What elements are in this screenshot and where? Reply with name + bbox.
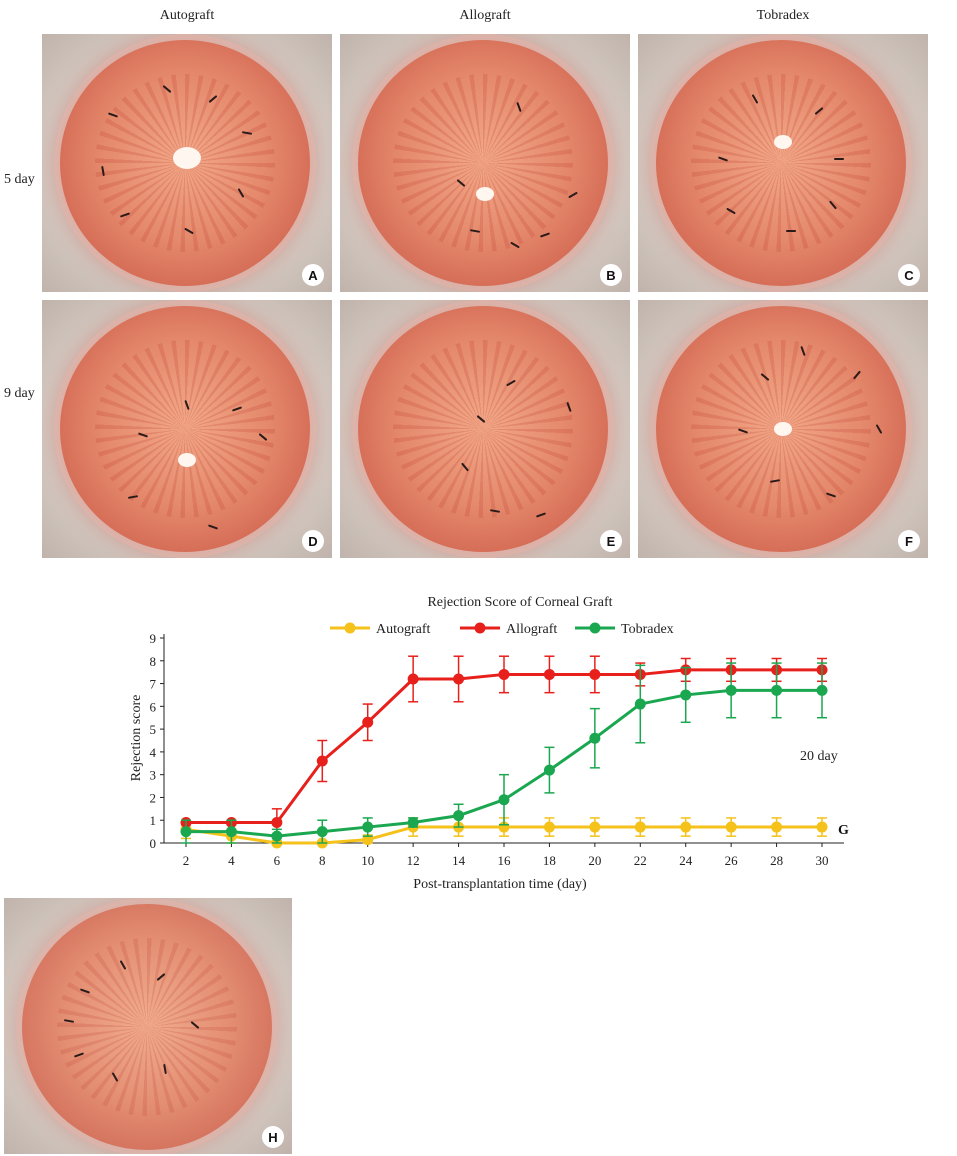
y-tick-label: 2 bbox=[150, 790, 157, 805]
row-label-5-day: 5 day bbox=[4, 172, 35, 187]
y-tick-label: 4 bbox=[150, 745, 157, 760]
data-point-autograft bbox=[771, 821, 783, 833]
y-axis-label: Rejection score bbox=[129, 695, 144, 782]
x-tick-label: 22 bbox=[634, 853, 647, 868]
x-tick-label: 24 bbox=[679, 853, 693, 868]
panel-letter-f: F bbox=[898, 530, 920, 552]
data-point-autograft bbox=[589, 821, 601, 833]
y-tick-label: 0 bbox=[150, 836, 157, 851]
cornea-image bbox=[22, 904, 272, 1150]
data-point-autograft bbox=[680, 821, 692, 833]
data-point-tobradex bbox=[225, 826, 237, 838]
rejection-score-chart: Rejection Score of Corneal Graft Autogra… bbox=[100, 588, 900, 898]
annotation-20-day: 20 day bbox=[800, 749, 838, 764]
x-tick-label: 12 bbox=[407, 853, 420, 868]
y-tick-label: 1 bbox=[150, 813, 157, 828]
data-point-allograft bbox=[589, 668, 601, 680]
data-point-tobradex bbox=[362, 821, 374, 833]
photo-panel-c: C bbox=[638, 34, 928, 292]
photo-panel-e: E bbox=[340, 300, 630, 558]
data-point-tobradex bbox=[271, 830, 283, 842]
legend-marker-allograft bbox=[474, 622, 486, 634]
x-tick-label: 20 bbox=[588, 853, 601, 868]
legend-label-tobradex: Tobradex bbox=[621, 622, 674, 637]
data-point-tobradex bbox=[453, 810, 465, 822]
panel-letter-e: E bbox=[600, 530, 622, 552]
y-tick-label: 5 bbox=[150, 722, 157, 737]
data-point-allograft bbox=[498, 668, 510, 680]
legend-marker-autograft bbox=[344, 622, 356, 634]
panel-letter-d: D bbox=[302, 530, 324, 552]
x-tick-label: 26 bbox=[725, 853, 739, 868]
cornea-image bbox=[656, 306, 906, 552]
x-tick-label: 10 bbox=[361, 853, 374, 868]
legend-label-autograft: Autograft bbox=[376, 622, 431, 637]
photo-panel-d: D bbox=[42, 300, 332, 558]
x-tick-label: 4 bbox=[228, 853, 235, 868]
panel-letter-a: A bbox=[302, 264, 324, 286]
y-tick-label: 6 bbox=[150, 699, 157, 714]
column-header-tobradex: Tobradex bbox=[756, 8, 810, 23]
cornea-image bbox=[358, 40, 608, 286]
x-tick-label: 6 bbox=[274, 853, 281, 868]
data-point-autograft bbox=[543, 821, 555, 833]
y-tick-label: 8 bbox=[150, 654, 157, 669]
data-point-tobradex bbox=[407, 817, 419, 828]
photo-panel-h: H bbox=[4, 898, 292, 1154]
y-tick-label: 3 bbox=[150, 768, 157, 783]
data-point-tobradex bbox=[725, 684, 737, 696]
data-point-allograft bbox=[271, 817, 283, 828]
panel-letter-b: B bbox=[600, 264, 622, 286]
legend-label-allograft: Allograft bbox=[506, 622, 557, 637]
y-tick-label: 7 bbox=[150, 677, 157, 692]
photo-panel-a: A bbox=[42, 34, 332, 292]
y-tick-label: 9 bbox=[150, 631, 157, 646]
cornea-image bbox=[60, 306, 310, 552]
data-point-allograft bbox=[407, 673, 419, 685]
data-point-autograft bbox=[725, 821, 737, 833]
data-point-tobradex bbox=[816, 684, 828, 696]
data-point-tobradex bbox=[771, 684, 783, 696]
x-tick-label: 14 bbox=[452, 853, 466, 868]
data-point-tobradex bbox=[589, 732, 601, 744]
x-tick-label: 8 bbox=[319, 853, 326, 868]
data-point-allograft bbox=[362, 716, 374, 728]
data-point-tobradex bbox=[634, 698, 646, 710]
data-point-autograft bbox=[816, 821, 828, 833]
photo-panel-f: F bbox=[638, 300, 928, 558]
panel-letter-g: G bbox=[838, 823, 849, 838]
data-point-autograft bbox=[634, 821, 646, 833]
x-tick-label: 16 bbox=[498, 853, 512, 868]
cornea-image bbox=[656, 40, 906, 286]
photo-panel-b: B bbox=[340, 34, 630, 292]
x-tick-label: 2 bbox=[183, 853, 190, 868]
data-point-allograft bbox=[453, 673, 465, 685]
data-point-tobradex bbox=[316, 826, 328, 838]
x-axis-label: Post-transplantation time (day) bbox=[413, 877, 587, 892]
row-label-9-day: 9 day bbox=[4, 386, 35, 401]
x-tick-label: 18 bbox=[543, 853, 556, 868]
x-tick-label: 30 bbox=[816, 853, 829, 868]
x-tick-label: 28 bbox=[770, 853, 783, 868]
legend-marker-tobradex bbox=[589, 622, 601, 634]
data-point-tobradex bbox=[680, 689, 692, 701]
column-header-autograft: Autograft bbox=[159, 8, 215, 23]
data-point-tobradex bbox=[498, 794, 510, 806]
panel-letter-c: C bbox=[898, 264, 920, 286]
cornea-image bbox=[358, 306, 608, 552]
data-point-tobradex bbox=[180, 826, 192, 838]
data-point-tobradex bbox=[543, 764, 555, 776]
data-point-allograft bbox=[316, 755, 328, 767]
column-header-allograft: Allograft bbox=[459, 8, 511, 23]
chart-svg: Rejection Score of Corneal Graft Autogra… bbox=[129, 595, 849, 892]
data-point-allograft bbox=[543, 668, 555, 680]
series-tobradex bbox=[180, 662, 828, 844]
panel-letter-h: H bbox=[262, 1126, 284, 1148]
chart-title: Rejection Score of Corneal Graft bbox=[427, 595, 612, 610]
